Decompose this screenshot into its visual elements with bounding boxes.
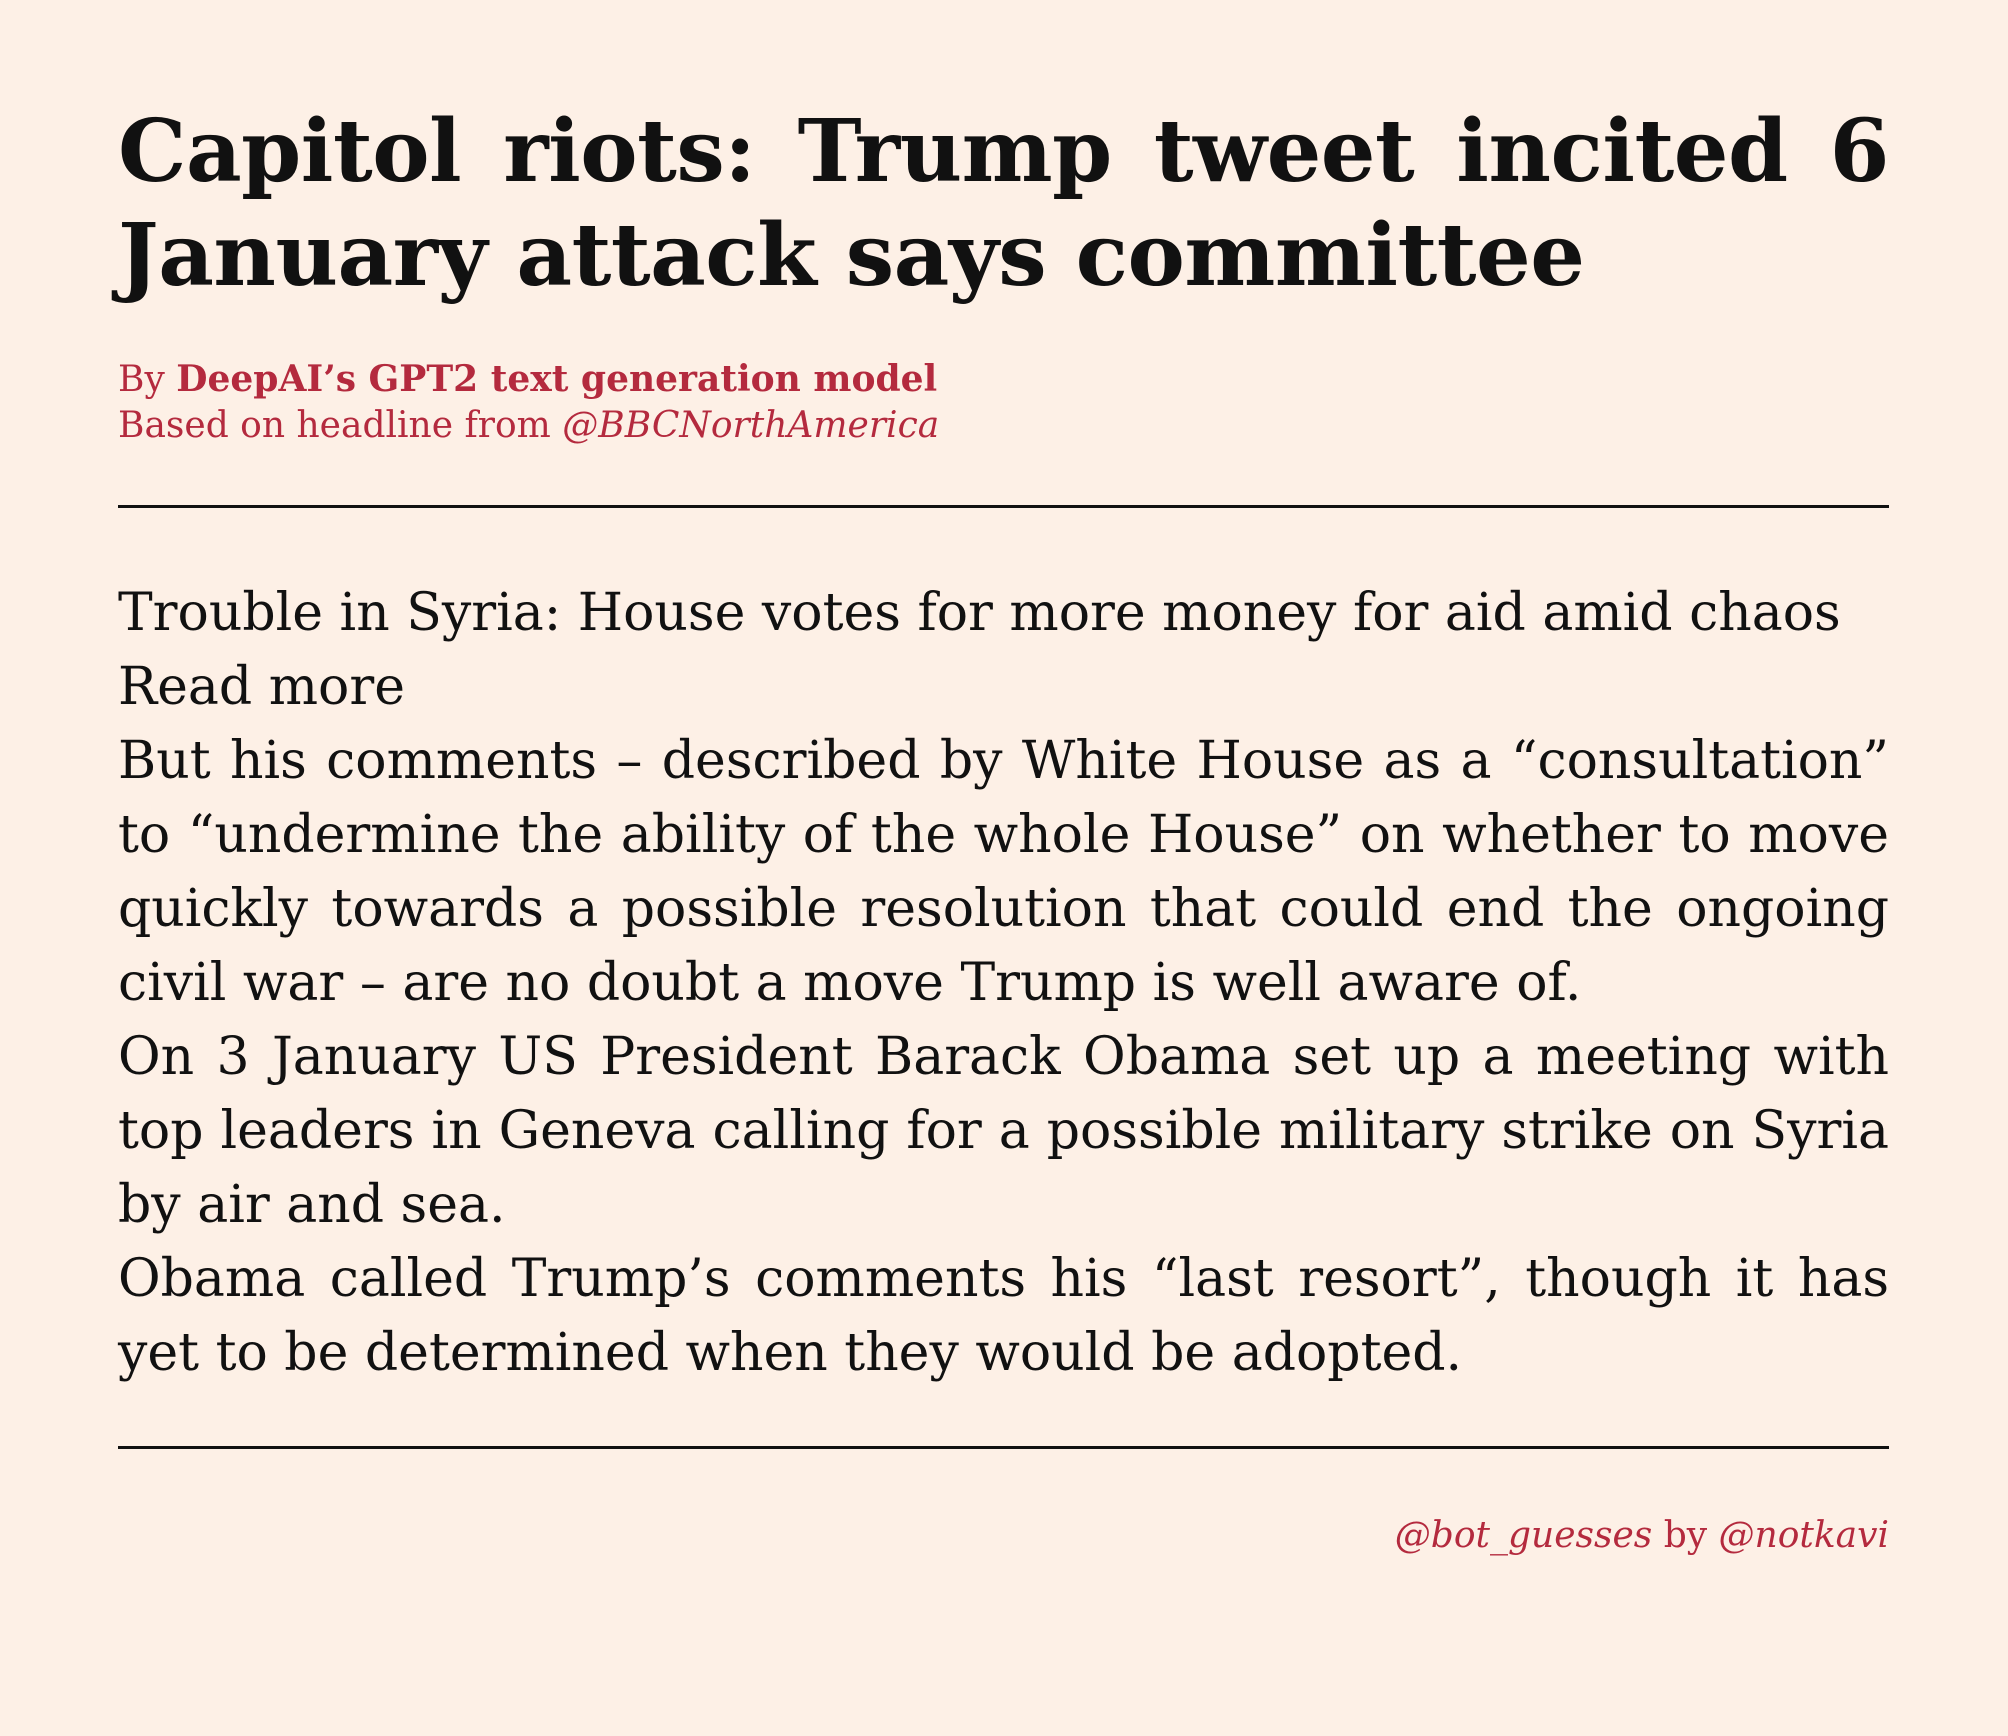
author-handle: @notkavi — [1718, 1515, 1889, 1556]
byline-prefix: By — [118, 359, 165, 400]
bottom-divider — [118, 1446, 1889, 1449]
paragraph: On 3 January US President Barack Obama s… — [118, 1027, 1889, 1235]
byline-source-line: Based on headline from @BBCNorthAmerica — [118, 403, 1889, 449]
byline-source-handle: @BBCNorthAmerica — [562, 405, 940, 446]
article-card: Capitol riots: Trump tweet incited 6 Jan… — [118, 100, 1890, 1559]
byline-source-prefix: Based on headline from — [118, 405, 551, 446]
byline-author: DeepAI’s GPT2 text generation model — [176, 358, 938, 400]
paragraph: Trouble in Syria: House votes for more m… — [118, 583, 1841, 643]
byline-author-line: By DeepAI’s GPT2 text generation model — [118, 356, 1889, 403]
byline: By DeepAI’s GPT2 text generation model B… — [118, 356, 1889, 449]
paragraph: Obama called Trump’s comments his “last … — [118, 1249, 1889, 1383]
paragraph: Read more — [118, 657, 405, 717]
credit-by: by — [1663, 1515, 1708, 1556]
headline: Capitol riots: Trump tweet incited 6 Jan… — [118, 101, 1890, 306]
footer-credit: @bot_guesses by @notkavi — [118, 1513, 1889, 1559]
article-body: Trouble in Syria: House votes for more m… — [118, 576, 1889, 1390]
top-divider — [118, 505, 1889, 508]
bot-handle: @bot_guesses — [1394, 1515, 1653, 1556]
paragraph: But his comments – described by White Ho… — [118, 731, 1889, 1013]
